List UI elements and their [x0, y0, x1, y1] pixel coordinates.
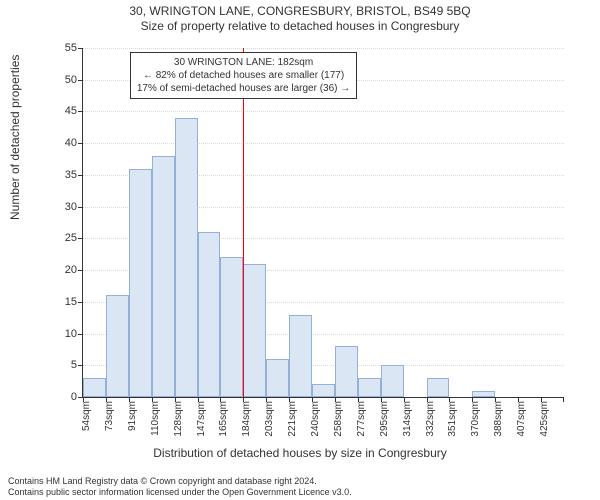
marker-line — [243, 48, 244, 397]
y-tick-label: 40 — [65, 137, 83, 149]
x-tick — [563, 397, 564, 402]
x-tick-label: 370sqm — [470, 401, 481, 437]
x-tick-label: 73sqm — [104, 401, 115, 431]
histogram-bar — [106, 295, 129, 397]
x-tick-label: 110sqm — [150, 401, 161, 436]
y-tick-label: 55 — [65, 42, 83, 54]
histogram-bar — [312, 384, 335, 397]
x-tick-label: 240sqm — [310, 401, 321, 437]
chart-wrap: 051015202530354045505554sqm73sqm91sqm110… — [52, 42, 572, 436]
x-axis-title: Distribution of detached houses by size … — [0, 446, 600, 460]
x-tick-label: 258sqm — [333, 401, 344, 437]
title-subtitle: Size of property relative to detached ho… — [0, 19, 600, 34]
histogram-bar — [472, 391, 495, 397]
histogram-bar — [289, 315, 312, 397]
x-tick-label: 425sqm — [539, 401, 550, 437]
histogram-bar — [220, 257, 243, 397]
y-axis-title: Number of detached properties — [8, 55, 22, 220]
x-tick-label: 277sqm — [356, 401, 367, 437]
y-tick-label: 30 — [65, 201, 83, 213]
x-tick-label: 351sqm — [447, 401, 458, 437]
chart-container: 30, WRINGTON LANE, CONGRESBURY, BRISTOL,… — [0, 0, 600, 500]
histogram-bar — [266, 359, 289, 397]
x-tick-label: 147sqm — [196, 401, 207, 437]
histogram-bar — [198, 232, 221, 397]
histogram-bar — [381, 365, 404, 397]
y-tick-label: 5 — [71, 359, 83, 371]
y-tick-label: 20 — [65, 264, 83, 276]
histogram-bar — [358, 378, 381, 397]
x-tick-label: 203sqm — [264, 401, 275, 437]
annotation-line2: ← 82% of detached houses are smaller (17… — [137, 69, 350, 82]
annotation-line1: 30 WRINGTON LANE: 182sqm — [137, 56, 350, 69]
footer-line2: Contains public sector information licen… — [8, 487, 352, 498]
y-tick-label: 45 — [65, 105, 83, 117]
title-block: 30, WRINGTON LANE, CONGRESBURY, BRISTOL,… — [0, 0, 600, 34]
histogram-bar — [427, 378, 450, 397]
y-tick-label: 25 — [65, 232, 83, 244]
histogram-bar — [152, 156, 175, 397]
y-tick-label: 15 — [65, 296, 83, 308]
histogram-bar — [243, 264, 266, 397]
x-tick-label: 91sqm — [127, 401, 138, 431]
x-tick-label: 332sqm — [425, 401, 436, 437]
y-tick-label: 10 — [65, 328, 83, 340]
x-tick-label: 314sqm — [402, 401, 413, 437]
x-tick-label: 54sqm — [81, 401, 92, 431]
x-tick-label: 407sqm — [516, 401, 527, 437]
histogram-bar — [129, 169, 152, 397]
x-tick-label: 128sqm — [173, 401, 184, 437]
histogram-bar — [175, 118, 198, 397]
y-tick-label: 35 — [65, 169, 83, 181]
x-tick-label: 388sqm — [493, 401, 504, 437]
x-tick-label: 165sqm — [218, 401, 229, 437]
footer-line1: Contains HM Land Registry data © Crown c… — [8, 476, 352, 487]
y-tick-label: 50 — [65, 74, 83, 86]
histogram-bar — [335, 346, 358, 397]
x-tick-label: 295sqm — [379, 401, 390, 437]
annotation-line3: 17% of semi-detached houses are larger (… — [137, 82, 350, 95]
annotation-box: 30 WRINGTON LANE: 182sqm ← 82% of detach… — [130, 52, 357, 99]
footer-attribution: Contains HM Land Registry data © Crown c… — [8, 476, 352, 499]
x-tick-label: 184sqm — [241, 401, 252, 437]
y-gridline — [83, 111, 564, 112]
x-tick-label: 221sqm — [287, 401, 298, 437]
y-gridline — [83, 48, 564, 49]
y-gridline — [83, 143, 564, 144]
histogram-bar — [83, 378, 106, 397]
plot-area: 051015202530354045505554sqm73sqm91sqm110… — [82, 48, 564, 398]
title-address: 30, WRINGTON LANE, CONGRESBURY, BRISTOL,… — [0, 4, 600, 19]
